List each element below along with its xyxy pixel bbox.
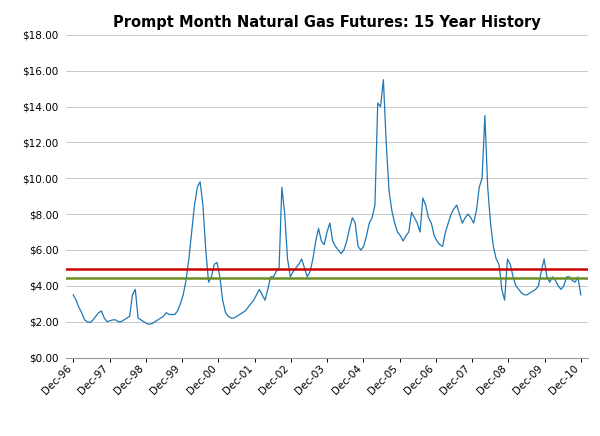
Title: Prompt Month Natural Gas Futures: 15 Year History: Prompt Month Natural Gas Futures: 15 Yea…: [113, 14, 541, 30]
